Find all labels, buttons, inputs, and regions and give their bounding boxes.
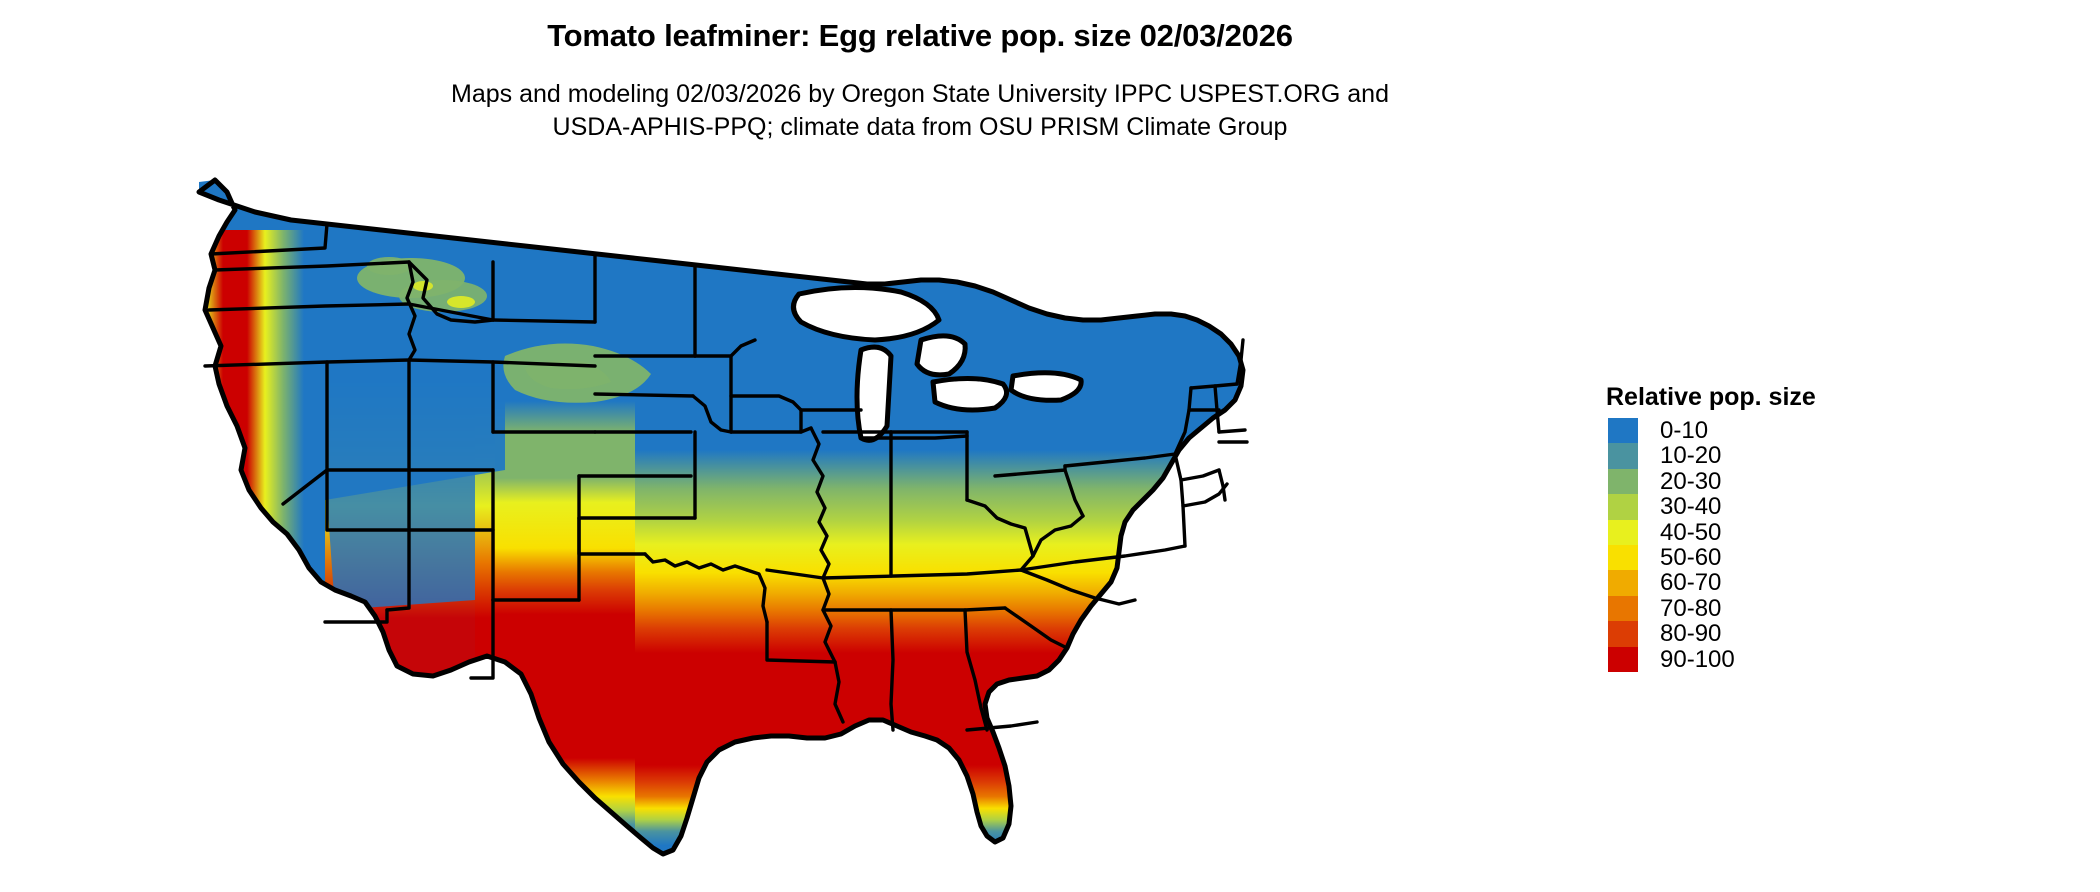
legend-color-swatch: [1608, 570, 1638, 596]
legend-color-swatch: [1608, 468, 1638, 495]
us-map-svg: [196, 177, 1249, 857]
legend-color-swatch: [1608, 595, 1638, 622]
legend-item: 40-50: [1608, 518, 1930, 546]
legend-item: 60-70: [1608, 569, 1930, 597]
figure-title: Tomato leafminer: Egg relative pop. size…: [547, 18, 1293, 53]
map-raster-layer: [199, 180, 1243, 854]
legend-item-label: 80-90: [1660, 620, 1722, 648]
figure-subtitle-line-2: USDA-APHIS-PPQ; climate data from OSU PR…: [552, 113, 1288, 141]
great-lakes-water: [793, 287, 1082, 441]
legend-item-label: 70-80: [1660, 594, 1722, 622]
legend-color-swatch: [1608, 519, 1638, 545]
legend-items: 0-10 10-20 20-30 30-40 40-50 50-60 60-70 70-80 8…: [1608, 418, 1930, 672]
legend-color-swatch: [1608, 494, 1638, 520]
legend-color-swatch: [1608, 621, 1638, 647]
legend-item-label: 10-20: [1660, 442, 1722, 470]
figure-subtitle: Maps and modeling 02/03/2026 by Oregon S…: [0, 78, 1840, 144]
legend-item: 0-10: [1608, 418, 1930, 443]
legend-item-label: 90-100: [1660, 645, 1735, 673]
us-choropleth-map: [175, 170, 1265, 870]
legend-item-label: 20-30: [1660, 467, 1722, 495]
legend-color-swatch: [1608, 646, 1638, 672]
legend-item-label: 40-50: [1660, 518, 1722, 546]
legend-color-swatch: [1608, 418, 1638, 444]
legend-color-swatch: [1608, 544, 1638, 571]
legend-item-label: 50-60: [1660, 543, 1722, 571]
legend-item: 70-80: [1608, 594, 1930, 622]
legend-title: Relative pop. size: [1606, 383, 1816, 411]
legend-item-label: 0-10: [1660, 417, 1709, 444]
legend-item: 80-90: [1608, 620, 1930, 648]
legend-item: 10-20: [1608, 442, 1930, 470]
legend-item: 90-100: [1608, 645, 1930, 673]
legend-item: 30-40: [1608, 493, 1930, 521]
legend-item-label: 60-70: [1660, 569, 1722, 597]
legend-item: 20-30: [1608, 467, 1930, 495]
map-legend: Relative pop. size 0-10 10-20 20-30 30-40 40…: [1600, 383, 1930, 672]
figure-subtitle-line-1: Maps and modeling 02/03/2026 by Oregon S…: [451, 80, 1389, 108]
legend-color-swatch: [1608, 443, 1638, 469]
legend-item: 50-60: [1608, 545, 1930, 570]
legend-item-label: 30-40: [1660, 493, 1722, 521]
state-boundaries: [196, 177, 1249, 857]
